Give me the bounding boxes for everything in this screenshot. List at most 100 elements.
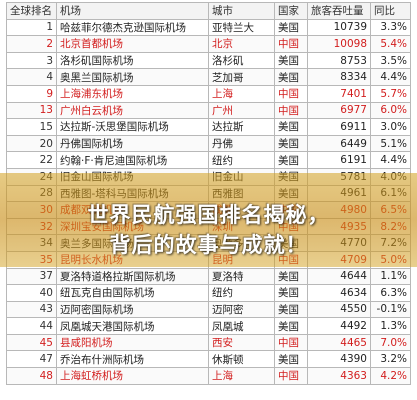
cell-country: 美国 [274,350,308,369]
cell-city: 休斯顿 [208,350,275,369]
cell-passenger-volume: 10098 [307,35,371,53]
cell-passenger-volume: 6191 [307,151,371,169]
cell-city: 西安 [208,333,275,352]
cell-yoy-change: 3.0% [370,118,411,136]
cell-country: 美国 [274,68,308,86]
cell-yoy-change: 6.0% [370,101,411,120]
header-passenger-volume: 旅客吞吐量 [307,2,371,20]
cell-rank: 44 [6,317,57,335]
headline-banner [0,173,417,267]
cell-country: 美国 [274,151,308,169]
cell-yoy-change: 6.3% [370,284,411,302]
cell-rank: 15 [6,118,57,136]
header-country: 国家 [274,2,308,20]
cell-country: 美国 [274,267,308,286]
cell-yoy-change: 1.1% [370,267,411,286]
cell-city: 凤凰城 [208,317,275,335]
cell-yoy-change: 5.1% [370,134,411,153]
table-row: 1 哈兹菲尔德杰克逊国际机场 亚特兰大 美国 10739 3.3% [6,18,411,37]
table-row: 37 夏洛特道格拉斯国际机场 夏洛特 美国 4644 1.1% [6,267,411,286]
table-header-row: 全球排名 机场 城市 国家 旅客吞吐量 同比 [6,2,411,20]
cell-airport: 约翰·F·肯尼迪国际机场 [56,151,209,169]
cell-city: 芝加哥 [208,68,275,86]
cell-airport: 乔治布什洲际机场 [56,350,209,369]
cell-rank: 13 [6,101,57,120]
cell-rank: 47 [6,350,57,369]
cell-rank: 4 [6,68,57,86]
cell-yoy-change: -0.1% [370,300,411,319]
table-row: 40 纽瓦克自由国际机场 纽约 美国 4634 6.3% [6,284,411,302]
cell-country: 美国 [274,134,308,153]
cell-yoy-change: 4.4% [370,68,411,86]
cell-rank: 37 [6,267,57,286]
cell-passenger-volume: 4492 [307,317,371,335]
table-row: 45 县咸阳机场 西安 中国 4465 7.0% [6,333,411,352]
cell-rank: 20 [6,134,57,153]
cell-city: 纽约 [208,151,275,169]
cell-country: 中国 [274,333,308,352]
cell-yoy-change: 7.0% [370,333,411,352]
cell-passenger-volume: 8753 [307,51,371,70]
cell-airport: 迈阿密国际机场 [56,300,209,319]
cell-yoy-change: 1.3% [370,317,411,335]
cell-city: 亚特兰大 [208,18,275,37]
cell-airport: 夏洛特道格拉斯国际机场 [56,267,209,286]
cell-airport: 上海虹桥机场 [56,367,209,385]
cell-airport: 丹佛国际机场 [56,134,209,153]
cell-passenger-volume: 6911 [307,118,371,136]
cell-rank: 48 [6,367,57,385]
cell-country: 美国 [274,284,308,302]
cell-yoy-change: 5.7% [370,84,411,103]
cell-rank: 1 [6,18,57,37]
table-row: 9 上海浦东机场 上海 中国 7401 5.7% [6,84,411,103]
cell-country: 美国 [274,317,308,335]
cell-passenger-volume: 4390 [307,350,371,369]
header-airport: 机场 [56,2,209,20]
cell-airport: 达拉斯-沃思堡国际机场 [56,118,209,136]
cell-city: 迈阿密 [208,300,275,319]
table-row: 47 乔治布什洲际机场 休斯顿 美国 4390 3.2% [6,350,411,369]
cell-city: 夏洛特 [208,267,275,286]
cell-passenger-volume: 4634 [307,284,371,302]
cell-city: 丹佛 [208,134,275,153]
cell-country: 中国 [274,84,308,103]
cell-passenger-volume: 6449 [307,134,371,153]
cell-yoy-change: 3.5% [370,51,411,70]
cell-country: 中国 [274,101,308,120]
table-row: 43 迈阿密国际机场 迈阿密 美国 4550 -0.1% [6,300,411,319]
headline-line-1: 世界民航强国排名揭秘， [87,203,330,227]
cell-city: 达拉斯 [208,118,275,136]
table-row: 4 奥黑兰国际机场 芝加哥 美国 8334 4.4% [6,68,411,86]
cell-passenger-volume: 8334 [307,68,371,86]
cell-airport: 凤凰城天港国际机场 [56,317,209,335]
cell-rank: 43 [6,300,57,319]
header-city: 城市 [208,2,275,20]
table-row: 48 上海虹桥机场 上海 中国 4363 4.2% [6,367,411,385]
cell-passenger-volume: 4550 [307,300,371,319]
cell-city: 上海 [208,367,275,385]
cell-passenger-volume: 10739 [307,18,371,37]
cell-rank: 45 [6,333,57,352]
cell-rank: 3 [6,51,57,70]
cell-airport: 北京首都机场 [56,35,209,53]
cell-city: 上海 [208,84,275,103]
cell-airport: 奥黑兰国际机场 [56,68,209,86]
cell-airport: 纽瓦克自由国际机场 [56,284,209,302]
table-row: 13 广州白云机场 广州 中国 6977 6.0% [6,101,411,120]
cell-passenger-volume: 6977 [307,101,371,120]
cell-country: 中国 [274,367,308,385]
cell-airport: 洛杉矶国际机场 [56,51,209,70]
cell-passenger-volume: 4465 [307,333,371,352]
cell-rank: 40 [6,284,57,302]
cell-yoy-change: 5.4% [370,35,411,53]
cell-city: 广州 [208,101,275,120]
cell-passenger-volume: 4363 [307,367,371,385]
table-row: 15 达拉斯-沃思堡国际机场 达拉斯 美国 6911 3.0% [6,118,411,136]
headline-line-2: 背后的故事与成就！ [109,233,308,257]
cell-passenger-volume: 7401 [307,84,371,103]
cell-country: 中国 [274,35,308,53]
table-row: 22 约翰·F·肯尼迪国际机场 纽约 美国 6191 4.4% [6,151,411,169]
cell-yoy-change: 4.2% [370,367,411,385]
header-yoy-change: 同比 [370,2,411,20]
